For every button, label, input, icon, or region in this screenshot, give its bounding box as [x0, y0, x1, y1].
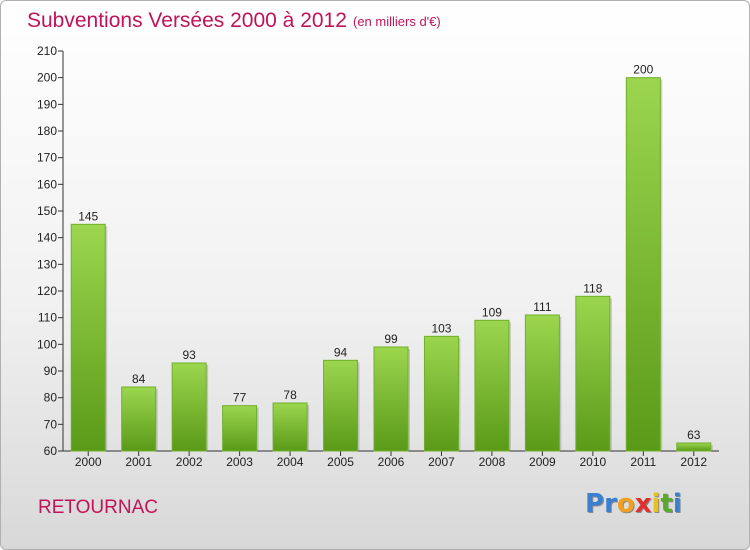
x-tick-label: 2010 [579, 455, 606, 469]
data-label: 145 [78, 209, 98, 223]
y-tick-label: 160 [37, 177, 57, 191]
y-tick-label: 170 [37, 151, 57, 165]
data-label: 111 [533, 300, 552, 314]
y-tick-label: 60 [44, 444, 58, 458]
bar [423, 335, 459, 452]
logo-letter: o [616, 489, 635, 519]
bar [121, 386, 157, 452]
bar [171, 362, 207, 452]
logo-letter: r [604, 489, 617, 519]
data-label: 84 [132, 372, 146, 386]
x-tick-label: 2001 [125, 455, 152, 469]
y-tick-label: 110 [38, 311, 57, 325]
bar [222, 405, 258, 452]
x-tick-label: 2003 [226, 455, 253, 469]
bar [323, 359, 359, 452]
x-tick-label: 2006 [378, 455, 405, 469]
y-tick-label: 70 [44, 417, 58, 431]
y-tick-label: 90 [44, 364, 58, 378]
logo-letter: P [585, 489, 605, 519]
logo-letter: t [660, 489, 673, 519]
data-label: 103 [431, 321, 451, 335]
x-tick-label: 2007 [428, 455, 455, 469]
y-tick-label: 190 [37, 97, 57, 111]
x-tick-label: 2005 [327, 455, 354, 469]
y-tick-label: 200 [37, 71, 57, 85]
data-label: 63 [687, 428, 701, 442]
y-tick-label: 210 [37, 44, 57, 58]
y-tick-label: 150 [37, 204, 57, 218]
x-tick-label: 2008 [479, 455, 506, 469]
y-tick-label: 180 [37, 124, 57, 138]
data-label: 94 [334, 345, 348, 359]
bar [625, 77, 661, 452]
y-tick-label: 140 [37, 231, 57, 245]
data-label: 109 [482, 305, 502, 319]
logo-letter: i [651, 489, 661, 519]
x-tick-label: 2000 [75, 455, 102, 469]
data-label: 200 [633, 63, 653, 77]
y-tick-label: 130 [37, 257, 57, 271]
bar [70, 223, 106, 452]
data-label: 118 [583, 281, 602, 295]
commune-name: RETOURNAC [38, 497, 158, 518]
bar [373, 346, 409, 452]
chart-subtitle: (en milliers d'€) [353, 14, 441, 29]
bar [575, 295, 611, 452]
chart-title: Subventions Versées 2000 à 2012 [27, 9, 347, 32]
bar [524, 314, 560, 452]
data-label: 78 [283, 388, 297, 402]
proxiti-logo: Proxiti [585, 489, 682, 519]
data-label: 93 [182, 348, 196, 362]
bar [676, 442, 712, 452]
y-tick-label: 120 [37, 284, 57, 298]
x-tick-label: 2011 [630, 455, 656, 469]
x-tick-label: 2002 [176, 455, 203, 469]
logo-letter: x [634, 489, 652, 519]
bar [474, 319, 510, 452]
x-tick-label: 2009 [529, 455, 556, 469]
y-tick-label: 80 [44, 391, 58, 405]
data-label: 77 [233, 391, 247, 405]
data-label: 99 [384, 332, 398, 346]
bar [272, 402, 308, 452]
x-tick-label: 2012 [680, 455, 707, 469]
x-tick-label: 2004 [277, 455, 304, 469]
logo-letter: i [672, 489, 682, 519]
y-tick-label: 100 [37, 337, 57, 351]
